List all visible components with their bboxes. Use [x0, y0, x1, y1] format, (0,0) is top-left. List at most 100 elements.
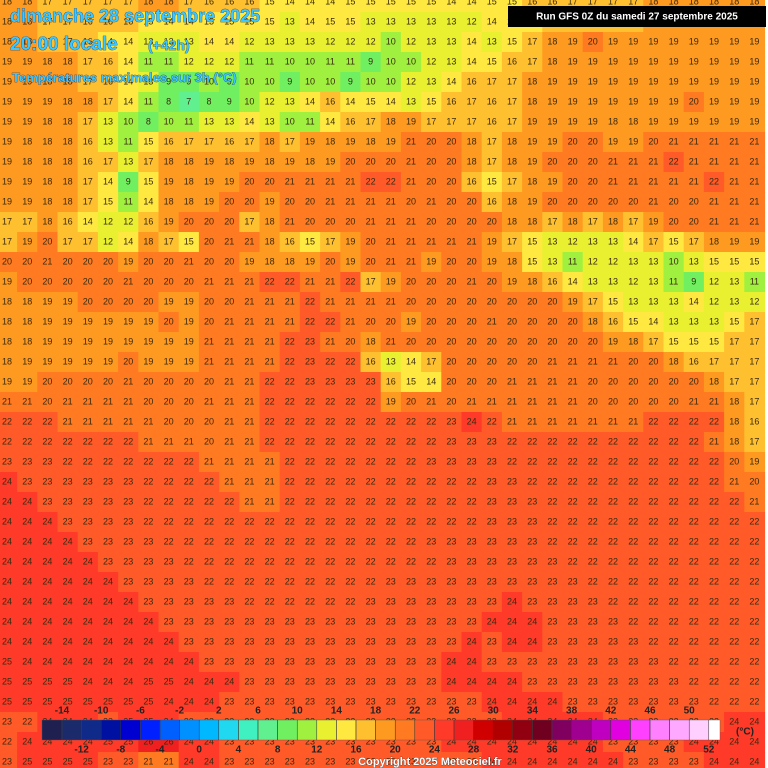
- temperature-value: 20: [285, 196, 295, 206]
- temperature-value: 21: [709, 156, 719, 166]
- temperature-cell: [320, 232, 341, 253]
- temperature-cell: [158, 412, 180, 433]
- temperature-cell: [77, 172, 99, 193]
- temperature-cell: [683, 232, 705, 253]
- temperature-value: 19: [669, 36, 679, 46]
- temperature-value: 23: [386, 616, 396, 626]
- temperature-value: 22: [689, 656, 699, 666]
- temperature-cell: [522, 512, 543, 533]
- temperature-value: 24: [224, 676, 234, 686]
- legend-unit: (°C): [736, 727, 754, 738]
- temperature-value: 19: [123, 336, 133, 346]
- temperature-value: 23: [325, 636, 335, 646]
- temperature-cell: [481, 232, 503, 253]
- temperature-cell: [522, 72, 543, 93]
- temperature-value: 18: [709, 236, 719, 246]
- temperature-value: 23: [426, 456, 436, 466]
- temperature-cell: [643, 372, 665, 393]
- temperature-cell: [744, 232, 766, 253]
- temperature-cell: [582, 312, 604, 333]
- temperature-cell: [380, 52, 402, 73]
- temperature-value: 19: [63, 296, 73, 306]
- temperature-value: 23: [507, 656, 517, 666]
- temperature-cell: [582, 472, 604, 493]
- temperature-value: 21: [527, 376, 537, 386]
- temperature-value: 12: [709, 296, 719, 306]
- temperature-cell: [643, 252, 665, 273]
- temperature-value: 12: [103, 236, 113, 246]
- temperature-value: 23: [325, 676, 335, 686]
- temperature-value: 19: [749, 76, 759, 86]
- temperature-cell: [380, 432, 402, 453]
- temperature-value: 13: [689, 256, 699, 266]
- temperature-cell: [542, 452, 564, 473]
- temperature-cell: [744, 272, 766, 293]
- temperature-cell: [340, 412, 362, 433]
- temperature-value: 13: [669, 316, 679, 326]
- temperature-value: 14: [345, 96, 355, 106]
- temperature-value: 19: [608, 96, 618, 106]
- temperature-value: 22: [446, 476, 456, 486]
- temperature-value: 19: [143, 356, 153, 366]
- temperature-value: 15: [366, 96, 376, 106]
- temperature-value: 23: [63, 476, 73, 486]
- temperature-value: 22: [386, 436, 396, 446]
- temperature-cell: [360, 252, 382, 273]
- temperature-cell: [37, 352, 59, 373]
- temperature-cell: [178, 152, 200, 173]
- temperature-cell: [481, 292, 503, 313]
- temperature-cell: [320, 292, 341, 313]
- temperature-value: 21: [406, 176, 416, 186]
- temperature-cell: [400, 92, 422, 113]
- temperature-value: 19: [709, 76, 719, 86]
- temperature-value: 23: [507, 556, 517, 566]
- temperature-cell: [118, 212, 139, 233]
- temperature-cell: [320, 212, 341, 233]
- temperature-value: 22: [608, 576, 618, 586]
- temperature-value: 22: [224, 556, 234, 566]
- temperature-value: 22: [22, 416, 32, 426]
- temperature-value: 24: [22, 536, 32, 546]
- temperature-cell: [158, 232, 180, 253]
- temperature-cell: [441, 212, 463, 233]
- temperature-cell: [178, 132, 200, 153]
- temperature-cell: [158, 372, 180, 393]
- temperature-value: 21: [244, 356, 254, 366]
- temperature-value: 21: [406, 156, 416, 166]
- temperature-value: 22: [669, 596, 679, 606]
- temperature-cell: [623, 32, 644, 53]
- temperature-value: 19: [527, 116, 537, 126]
- temperature-cell: [97, 212, 119, 233]
- temperature-value: 17: [2, 216, 12, 226]
- temperature-value: 23: [305, 676, 315, 686]
- temperature-value: 12: [325, 36, 335, 46]
- temperature-value: 19: [729, 96, 739, 106]
- temperature-value: 19: [2, 76, 12, 86]
- temperature-value: 20: [527, 356, 537, 366]
- temperature-value: 22: [467, 516, 477, 526]
- temperature-value: 21: [648, 156, 658, 166]
- temperature-value: 20: [446, 136, 456, 146]
- temperature-value: 13: [285, 16, 295, 26]
- temperature-cell: [501, 452, 523, 473]
- temperature-value: 21: [184, 256, 194, 266]
- temperature-value: 20: [204, 416, 214, 426]
- temperature-value: 22: [143, 476, 153, 486]
- temperature-value: 23: [83, 536, 93, 546]
- temperature-value: 15: [527, 256, 537, 266]
- temperature-value: 23: [345, 636, 355, 646]
- temperature-value: 22: [244, 596, 254, 606]
- temperature-cell: [400, 392, 422, 413]
- temperature-value: 18: [729, 416, 739, 426]
- temperature-value: 18: [507, 216, 517, 226]
- temperature-value: 12: [608, 256, 618, 266]
- temperature-cell: [198, 132, 220, 153]
- temperature-value: 23: [123, 536, 133, 546]
- temperature-cell: [602, 452, 624, 473]
- temperature-value: 11: [568, 256, 577, 266]
- temperature-cell: [198, 472, 220, 493]
- temperature-cell: [17, 92, 38, 113]
- legend-swatch: [708, 719, 721, 741]
- temperature-value: 23: [547, 636, 557, 646]
- temperature-value: 22: [345, 556, 355, 566]
